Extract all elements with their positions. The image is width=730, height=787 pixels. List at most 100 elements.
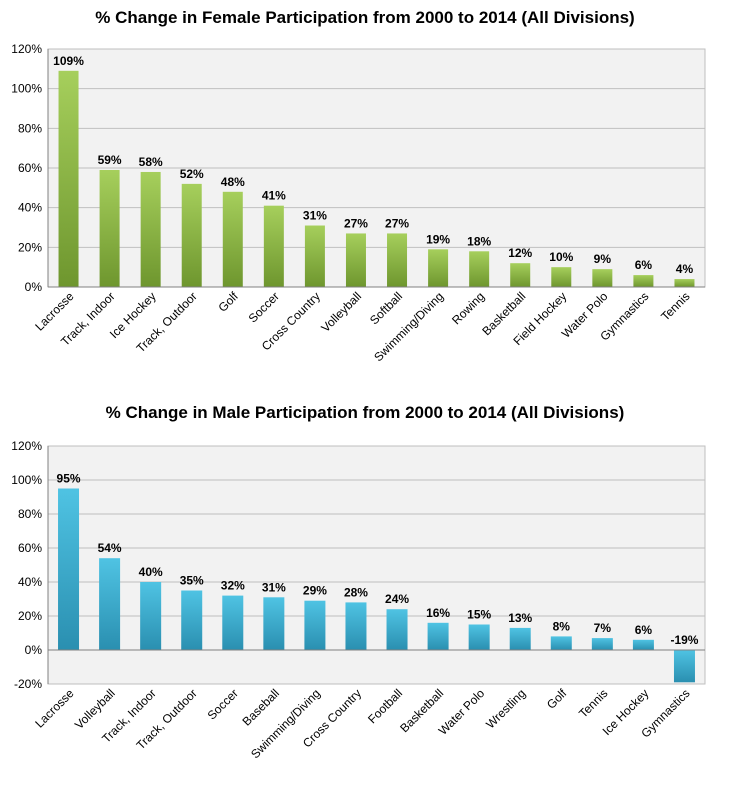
data-label: 15%	[467, 608, 491, 622]
data-label: 10%	[549, 250, 573, 264]
bar	[304, 225, 325, 287]
bar	[386, 609, 408, 650]
bar	[592, 269, 613, 287]
y-tick-label: 60%	[18, 161, 42, 175]
bar	[468, 624, 490, 650]
data-label: 24%	[385, 592, 409, 606]
y-tick-label: 80%	[18, 507, 42, 521]
chart-title: % Change in Male Participation from 2000…	[105, 403, 625, 422]
x-tick-label: Golf	[215, 289, 241, 315]
x-tick-label: Soccer	[205, 686, 241, 722]
x-tick-label: Golf	[544, 686, 570, 712]
chart-title: % Change in Female Participation from 20…	[95, 8, 635, 27]
y-tick-label: 100%	[11, 473, 42, 487]
bar	[427, 622, 449, 650]
bar	[469, 251, 490, 287]
data-label: 7%	[594, 621, 612, 635]
bar	[222, 191, 243, 287]
female-participation-chart: % Change in Female Participation from 20…	[0, 0, 730, 390]
bar	[58, 488, 80, 650]
data-label: 54%	[98, 541, 122, 555]
y-tick-label: 0%	[25, 280, 43, 294]
x-tick-label: Tennis	[576, 686, 610, 720]
bar	[181, 183, 202, 287]
y-tick-label: 40%	[18, 201, 42, 215]
y-tick-label: 100%	[11, 82, 42, 96]
y-tick-label: 120%	[11, 42, 42, 56]
y-tick-label: 20%	[18, 609, 42, 623]
data-label: 4%	[676, 262, 694, 276]
bar	[345, 233, 366, 287]
bar	[263, 205, 284, 287]
bar	[304, 600, 326, 650]
x-tick-label: Lacrosse	[32, 686, 77, 731]
data-label: 18%	[467, 234, 491, 248]
data-label: 59%	[98, 153, 122, 167]
bar	[58, 70, 79, 287]
bar	[99, 169, 120, 287]
bar	[140, 171, 161, 287]
bar	[674, 279, 695, 287]
bar	[551, 267, 572, 287]
y-tick-label: 40%	[18, 575, 42, 589]
male-participation-chart: % Change in Male Participation from 2000…	[0, 395, 730, 787]
bar	[345, 602, 367, 650]
bar	[509, 627, 531, 650]
bar	[633, 275, 654, 287]
data-label: 48%	[221, 175, 245, 189]
data-label: 12%	[508, 246, 532, 260]
data-label: 58%	[139, 155, 163, 169]
bar	[591, 638, 613, 650]
y-tick-label: 60%	[18, 541, 42, 555]
x-tick-label: Soccer	[246, 289, 282, 325]
x-tick-label: Volleyball	[318, 289, 364, 335]
bar	[510, 263, 531, 287]
bar	[140, 582, 162, 650]
bar	[222, 595, 244, 650]
y-tick-label: -20%	[14, 677, 42, 691]
data-label: 35%	[180, 574, 204, 588]
bar	[387, 233, 408, 287]
data-label: 13%	[508, 611, 532, 625]
data-label: 27%	[385, 216, 409, 230]
data-label: 6%	[635, 258, 653, 272]
data-label: 28%	[344, 585, 368, 599]
data-label: 32%	[221, 579, 245, 593]
bar	[550, 636, 572, 650]
x-tick-label: Swimming/Diving	[371, 289, 446, 364]
x-tick-label: Tennis	[658, 289, 692, 323]
data-label: -19%	[670, 633, 698, 647]
data-label: 29%	[303, 584, 327, 598]
data-label: 109%	[53, 54, 84, 68]
bar	[428, 249, 449, 287]
data-label: 41%	[262, 189, 286, 203]
bar	[632, 639, 654, 650]
y-tick-label: 120%	[11, 439, 42, 453]
x-tick-label: Swimming/Diving	[248, 686, 323, 761]
x-tick-label: Baseball	[240, 686, 282, 728]
data-label: 95%	[57, 472, 81, 486]
y-tick-label: 20%	[18, 240, 42, 254]
bar	[99, 558, 121, 650]
data-label: 16%	[426, 606, 450, 620]
data-label: 9%	[594, 252, 612, 266]
x-tick-label: Wrestling	[483, 686, 528, 731]
data-label: 6%	[635, 623, 653, 637]
male-chart-svg: -20% 0% 20% 40% 60% 80% 100% 120% 95% Lacrosse 54%…	[11, 439, 706, 761]
bar	[673, 650, 695, 683]
bar	[181, 590, 203, 650]
female-chart-svg: 0%20%40%60%80%100%120%109%Lacrosse59%Tra…	[11, 42, 706, 364]
x-tick-label: Rowing	[449, 289, 487, 327]
data-label: 19%	[426, 232, 450, 246]
y-tick-label: 80%	[18, 121, 42, 135]
y-tick-label: 0%	[25, 643, 43, 657]
data-label: 52%	[180, 167, 204, 181]
data-label: 31%	[262, 580, 286, 594]
x-tick-label: Football	[365, 686, 405, 726]
data-label: 31%	[303, 209, 327, 223]
data-label: 27%	[344, 216, 368, 230]
data-label: 8%	[553, 619, 571, 633]
x-tick-label: Softball	[367, 289, 405, 327]
data-label: 40%	[139, 565, 163, 579]
bar	[263, 597, 285, 650]
